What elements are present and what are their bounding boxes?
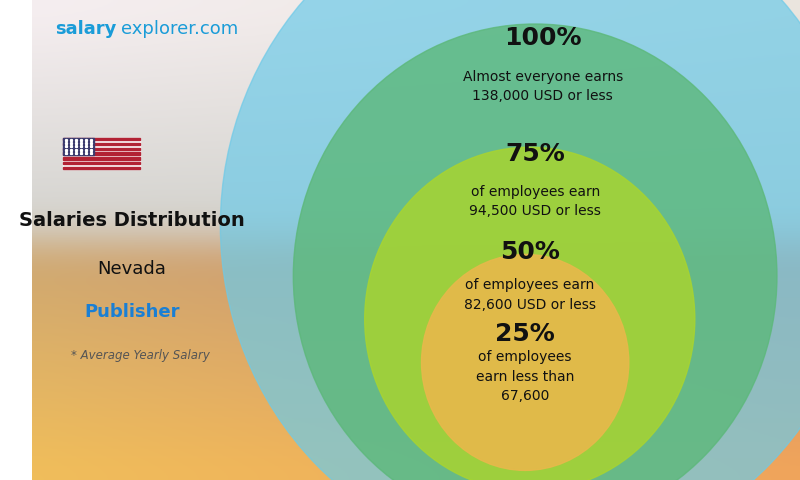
Text: 100%: 100% <box>504 26 582 50</box>
Text: of employees earn
82,600 USD or less: of employees earn 82,600 USD or less <box>464 278 596 312</box>
Text: Salaries Distribution: Salaries Distribution <box>19 211 245 230</box>
Text: salary: salary <box>55 20 117 38</box>
Ellipse shape <box>422 254 629 470</box>
Text: of employees earn
94,500 USD or less: of employees earn 94,500 USD or less <box>469 185 601 218</box>
Text: Almost everyone earns
138,000 USD or less: Almost everyone earns 138,000 USD or les… <box>462 70 623 103</box>
Bar <box>63 157 140 159</box>
Text: 25%: 25% <box>495 322 555 346</box>
Bar <box>63 147 140 150</box>
Text: of employees
earn less than
67,600: of employees earn less than 67,600 <box>476 350 574 403</box>
Bar <box>63 143 140 145</box>
Bar <box>63 162 140 164</box>
Text: 75%: 75% <box>506 142 565 166</box>
Ellipse shape <box>220 0 800 480</box>
Ellipse shape <box>365 147 695 480</box>
Text: Nevada: Nevada <box>98 260 166 278</box>
Ellipse shape <box>294 24 777 480</box>
Text: explorer.com: explorer.com <box>121 20 238 38</box>
Bar <box>63 138 94 155</box>
Bar <box>63 153 140 155</box>
Text: 50%: 50% <box>500 240 560 264</box>
Text: * Average Yearly Salary: * Average Yearly Salary <box>70 348 210 362</box>
Bar <box>63 138 140 169</box>
Bar <box>63 167 140 169</box>
Text: Publisher: Publisher <box>84 303 180 321</box>
Bar <box>63 138 140 140</box>
